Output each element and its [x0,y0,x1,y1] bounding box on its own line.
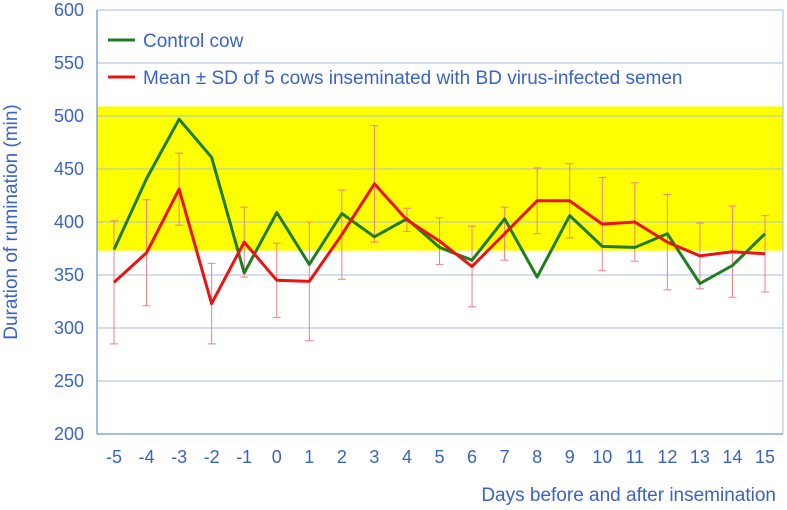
x-tick-label: 9 [565,447,575,467]
y-tick-label: 500 [54,106,84,126]
x-tick-labels: -5 -4 -3 -2 -1 0 1 2 3 4 5 6 7 8 9 10 11 12 13 14 15 [106,447,775,467]
y-tick-label: 400 [54,212,84,232]
legend-label-infected: Mean ± SD of 5 cows inseminated with BD … [143,68,683,89]
y-axis-title: Duration of rumination (min) [1,104,22,339]
x-tick-label: -2 [204,447,220,467]
x-tick-label: 1 [304,447,314,467]
x-tick-label: -4 [139,447,155,467]
y-tick-label: 450 [54,159,84,179]
x-tick-label: 13 [690,447,710,467]
y-tick-label: 550 [54,53,84,73]
y-tick-labels: 200 250 300 350 400 450 500 550 600 [54,0,84,444]
error-bar [110,220,118,345]
x-tick-label: -5 [106,447,122,467]
x-tick-label: 11 [625,447,644,467]
legend-label-control: Control cow [143,31,244,52]
x-tick-label: 5 [434,447,444,467]
y-tick-label: 200 [54,424,84,444]
x-tick-label: 15 [755,447,775,467]
x-tick-label: 3 [369,447,379,467]
series-line-control [112,117,767,285]
x-tick-label: 7 [500,447,510,467]
x-tick-label: -1 [236,447,252,467]
x-tick-label: 4 [402,447,412,467]
series-lines [112,117,767,306]
x-tick-label: 2 [337,447,347,467]
series-line-infected [112,182,766,306]
y-tick-label: 300 [54,318,84,338]
x-tick-label: 8 [532,447,542,467]
x-tick-label: 12 [657,447,677,467]
y-tick-label: 250 [54,371,84,391]
x-tick-label: 0 [272,447,282,467]
y-tick-label: 600 [54,0,84,20]
x-tick-label: 14 [722,447,742,467]
x-tick-label: -3 [171,447,187,467]
y-tick-label: 350 [54,265,84,285]
x-tick-label: 10 [592,447,612,467]
legend: Control cow Mean ± SD of 5 cows insemina… [108,31,683,89]
x-tick-label: 6 [467,447,477,467]
x-axis-title: Days before and after insemination [481,485,776,506]
